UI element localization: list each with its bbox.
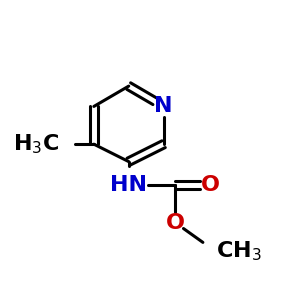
Text: O: O [201,175,220,195]
Text: H$_3$C: H$_3$C [13,132,59,156]
Text: HN: HN [110,175,147,195]
Text: N: N [154,96,173,116]
Text: O: O [166,213,185,232]
Text: CH$_3$: CH$_3$ [216,240,262,263]
